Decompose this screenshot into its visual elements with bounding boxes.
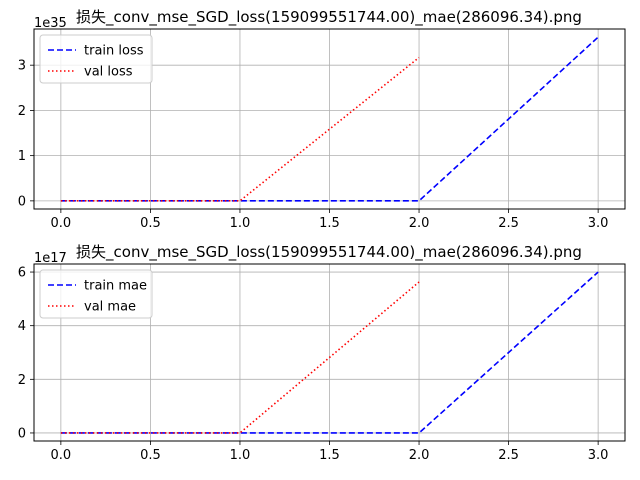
x-tick-label: 1.5 xyxy=(319,448,340,463)
y-tick-label: 2 xyxy=(18,104,26,119)
legend-label: train mae xyxy=(84,279,147,294)
y-tick-label: 0 xyxy=(18,426,26,441)
y-offset-label: 1e35 xyxy=(34,16,67,31)
y-tick-label: 3 xyxy=(18,59,26,74)
legend-label: train loss xyxy=(84,44,144,59)
legend-label: val loss xyxy=(84,65,133,80)
y-tick-label: 1 xyxy=(18,149,26,164)
y-tick-label: 0 xyxy=(18,194,26,209)
chart-title: 损失_conv_mse_SGD_loss(159099551744.00)_ma… xyxy=(76,243,582,262)
x-tick-label: 0.0 xyxy=(51,448,72,463)
x-tick-label: 3.0 xyxy=(588,216,609,231)
x-tick-label: 2.5 xyxy=(498,448,519,463)
x-tick-label: 2.0 xyxy=(409,448,430,463)
y-offset-label: 1e17 xyxy=(34,251,67,266)
x-tick-label: 3.0 xyxy=(588,448,609,463)
x-tick-label: 2.0 xyxy=(409,216,430,231)
chart-title: 损失_conv_mse_SGD_loss(159099551744.00)_ma… xyxy=(76,8,582,27)
x-tick-label: 1.0 xyxy=(230,216,251,231)
chart-1: 0.0 0.5 1.0 1.5 2.0 2.5 3.0 0 1 2 3 1e35 损失_conv_mse… xyxy=(18,8,626,231)
x-tick-label: 0.5 xyxy=(140,448,161,463)
legend-label: val mae xyxy=(84,300,136,315)
y-tick-label: 4 xyxy=(18,319,26,334)
x-tick-label: 1.0 xyxy=(230,448,251,463)
x-tick-label: 1.5 xyxy=(319,216,340,231)
x-tick-label: 0.5 xyxy=(140,216,161,231)
chart-2: 0.0 0.5 1.0 1.5 2.0 2.5 3.0 0 2 4 6 1e17 损失_conv_mse… xyxy=(18,243,626,463)
x-tick-label: 2.5 xyxy=(498,216,519,231)
series-line-val-loss xyxy=(60,56,420,202)
y-tick-label: 6 xyxy=(18,266,26,281)
x-tick-label: 0.0 xyxy=(51,216,72,231)
y-tick-label: 2 xyxy=(18,373,26,388)
series-line-train-mae xyxy=(60,271,599,434)
series-line-train-loss xyxy=(60,36,599,202)
